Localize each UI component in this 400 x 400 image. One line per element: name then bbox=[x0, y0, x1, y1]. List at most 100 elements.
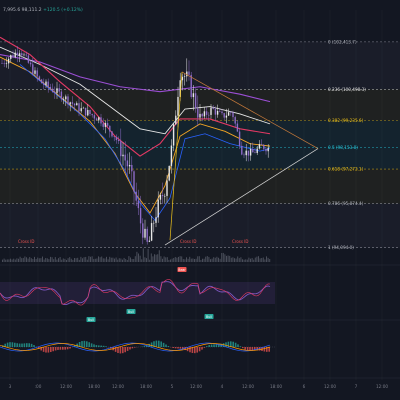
candle-body bbox=[49, 86, 52, 89]
macd-bar bbox=[93, 344, 95, 347]
candle-body bbox=[225, 115, 228, 118]
candle-body bbox=[146, 228, 148, 242]
volume-bar bbox=[141, 259, 143, 262]
osc-signal bbox=[0, 279, 271, 306]
volume-bar bbox=[160, 256, 162, 262]
triangle-lower bbox=[164, 148, 319, 246]
macd-bar bbox=[88, 342, 90, 347]
volume-bar bbox=[206, 256, 208, 262]
volume-bar bbox=[131, 259, 133, 262]
macd-bar bbox=[4, 343, 6, 347]
volume-bar bbox=[51, 257, 53, 262]
macd-line bbox=[0, 342, 271, 352]
volume-bar bbox=[27, 258, 29, 262]
macd-bar bbox=[232, 341, 234, 347]
candle-body bbox=[117, 139, 120, 142]
macd-bar bbox=[244, 347, 246, 350]
volume-bar bbox=[173, 257, 175, 262]
volume-bar bbox=[221, 253, 223, 262]
volume-bar bbox=[11, 259, 13, 262]
close-partial: 98,111.2 bbox=[21, 8, 42, 13]
macd-bar bbox=[198, 347, 201, 352]
candle-body bbox=[159, 194, 162, 200]
volume-bar bbox=[101, 256, 103, 262]
macd-bar bbox=[42, 347, 45, 352]
candle-body bbox=[194, 93, 197, 109]
candle-body bbox=[109, 125, 111, 132]
volume-bar bbox=[106, 256, 107, 262]
candle-body bbox=[43, 83, 45, 85]
volume-bar bbox=[197, 256, 199, 262]
volume-bar bbox=[258, 256, 259, 262]
candle-body bbox=[111, 131, 113, 137]
volume-bar bbox=[251, 257, 253, 262]
volume-bar bbox=[154, 254, 155, 262]
volume-bar bbox=[45, 258, 47, 262]
candle-body bbox=[192, 93, 195, 98]
volume-bar bbox=[35, 258, 37, 262]
change-value: +120.5 (+0.12%) bbox=[43, 8, 83, 13]
volume-bar bbox=[62, 258, 64, 262]
volume-bar bbox=[94, 258, 96, 262]
candle-body bbox=[131, 164, 133, 172]
volume-bar bbox=[210, 259, 211, 262]
volume-bar bbox=[254, 257, 256, 262]
ma-red bbox=[0, 36, 271, 157]
macd-bar bbox=[98, 345, 100, 347]
macd-bar bbox=[196, 347, 198, 353]
volume-bar bbox=[61, 259, 63, 262]
candle-body bbox=[210, 107, 212, 115]
macd-bar bbox=[225, 342, 227, 347]
candle-body bbox=[188, 71, 190, 75]
x-tick-label: 5 bbox=[171, 384, 174, 389]
volume-bar bbox=[120, 258, 122, 262]
candle-body bbox=[104, 123, 107, 127]
volume-bar bbox=[104, 258, 106, 262]
volume-bar bbox=[8, 259, 10, 262]
volume-bar bbox=[43, 259, 45, 262]
volume-bar bbox=[83, 257, 85, 262]
macd-bar bbox=[33, 345, 35, 347]
volume-bar bbox=[146, 258, 147, 262]
volume-bar bbox=[242, 259, 243, 262]
volume-bar bbox=[205, 256, 207, 262]
macd-bar bbox=[122, 347, 124, 354]
volume-bar bbox=[189, 256, 191, 262]
candle-body bbox=[181, 76, 184, 81]
volume-bar bbox=[174, 256, 176, 262]
macd-bar bbox=[83, 340, 86, 347]
macd-bar bbox=[6, 342, 9, 347]
candle-body bbox=[124, 154, 126, 161]
volume-bar bbox=[30, 258, 32, 262]
volume-bar bbox=[78, 259, 80, 262]
volume-bar bbox=[266, 256, 267, 262]
candle-body bbox=[150, 223, 153, 241]
volume-bar bbox=[149, 259, 151, 262]
candle-body bbox=[212, 107, 214, 109]
candle-body bbox=[216, 110, 219, 115]
candle-body bbox=[18, 53, 21, 56]
volume-bar bbox=[21, 258, 23, 262]
volume-bar bbox=[176, 257, 178, 262]
candle-body bbox=[153, 222, 155, 224]
macd-bar bbox=[230, 341, 232, 347]
candle-body bbox=[254, 152, 256, 153]
macd-bar bbox=[38, 347, 40, 349]
volume-bar bbox=[208, 256, 210, 262]
volume-bar bbox=[24, 256, 26, 262]
candle-body bbox=[21, 53, 23, 56]
candle-body bbox=[78, 103, 80, 112]
volume-bar bbox=[133, 259, 135, 262]
candle-body bbox=[69, 102, 71, 105]
volume-bar bbox=[213, 257, 215, 262]
macd-bar bbox=[203, 347, 206, 348]
volume-bar bbox=[138, 253, 139, 262]
volume-bar bbox=[186, 257, 187, 262]
macd-bar bbox=[74, 345, 76, 347]
candle-body bbox=[89, 110, 91, 115]
candle-body bbox=[1, 63, 3, 64]
candle-body bbox=[82, 107, 85, 109]
volume-bar bbox=[256, 256, 258, 262]
volume-bar bbox=[182, 259, 184, 262]
